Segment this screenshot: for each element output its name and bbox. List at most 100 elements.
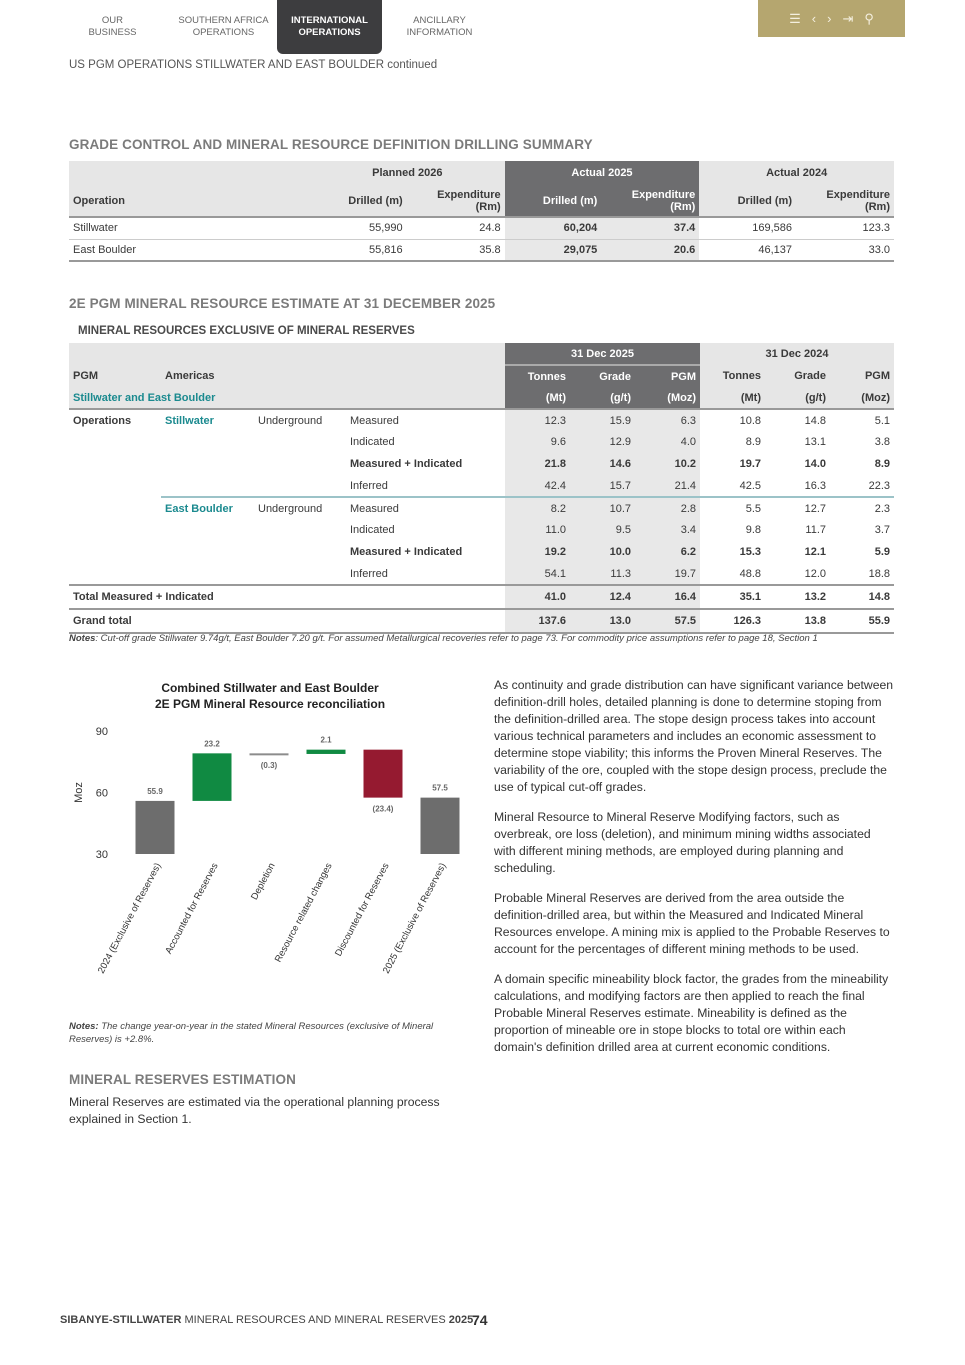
table-row: Grand total 137.6 13.0 57.5 126.3 13.8 55.9 [69,609,894,633]
table-cell: 55,816 [369,243,403,256]
col-header: Grade [570,365,635,387]
table-cell [69,453,161,475]
table-cell: 15.9 [570,409,635,431]
col-header: Grade [794,370,826,382]
table-cell: 10.7 [570,496,635,519]
table-cell: 12.7 [765,496,830,519]
search-icon[interactable]: ⚲ [864,10,874,26]
table-cell: 126.3 [733,615,761,627]
menu-icon[interactable]: ☰ [789,10,801,26]
notes-text: : Cut-off grade Stillwater 9.74g/t, East… [95,633,818,644]
table-cell: Measured + Indicated [350,458,463,470]
table-cell: 14.8 [868,591,890,603]
unit: (Moz) [635,387,700,409]
table-cell: 2.3 [830,496,894,519]
col-header: Drilled (m) [737,194,792,207]
footer: SIBANYE-STILLWATER MINERAL RESOURCES AND… [60,1314,473,1326]
table-cell: 123.3 [862,222,890,235]
col-header: PGM [73,370,99,382]
table-cell: 57.5 [635,609,700,633]
tab-label: SOUTHERN AFRICA [178,15,269,26]
table-cell: Indicated [350,436,395,448]
breadcrumb: US PGM OPERATIONS STILLWATER AND EAST BO… [69,59,438,71]
table-cell: 11.0 [505,519,570,541]
table-cell: 2.8 [635,496,700,519]
notes-label: Notes: [69,1021,99,1032]
table-cell: 10.8 [739,414,761,427]
table-cell: 3.8 [874,436,890,448]
bar [363,749,403,798]
table-cell: 18.8 [868,567,890,580]
table-cell: 137.6 [505,609,570,633]
table-cell [161,475,254,497]
table-cell: 13.0 [570,609,635,633]
table-cell: 14.0 [804,458,826,470]
chevron-right-icon[interactable]: › [827,11,832,26]
table-cell [254,431,346,453]
group-header: 31 Dec 2025 [505,343,700,366]
nav-tab-international[interactable]: INTERNATIONAL OPERATIONS [277,0,382,54]
table-cell [254,475,346,497]
table-cell: 35.8 [479,243,501,256]
table-cell: 13.1 [804,436,826,448]
table-cell: Operations [73,414,132,427]
table-cell [69,497,161,519]
table-cell: Stillwater [73,222,118,235]
nav-tab-ancillary[interactable]: ANCILLARY INFORMATION [387,0,492,54]
col-header: PGM [864,370,890,382]
paragraph: A domain specific mineability block fact… [494,972,889,1054]
table-cell: Inferred [350,567,388,580]
col-header: Tonnes [722,370,761,382]
table-cell: 12.0 [804,567,826,580]
table-cell [254,541,346,563]
table-cell: 12.4 [570,585,635,609]
col-header: Tonnes [505,365,570,387]
y-tick-label: 30 [96,849,108,861]
data-label: 55.9 [147,787,163,796]
data-label: 2.1 [320,736,332,745]
footer-year: 2025 [448,1314,474,1326]
x-tick-label: Resource related changes [273,861,335,964]
chevron-left-icon[interactable]: ‹ [811,11,817,26]
table-cell: 6.2 [635,541,700,563]
nav-tab-southern-africa[interactable]: SOUTHERN AFRICA OPERATIONS [171,0,276,54]
table-cell: Indicated [350,524,395,536]
tab-label: BUSINESS [88,27,137,38]
table-cell: 48.8 [739,567,761,580]
x-tick-label: Depletion [249,861,278,902]
nav-tab-our-business[interactable]: OUR BUSINESS [60,0,165,54]
table-row: East Boulder Underground Measured 8.2 10.7 2.… [69,496,894,519]
table-cell: 19.7 [635,563,700,585]
table-cell: Underground [254,496,346,519]
table-cell: 4.0 [635,431,700,453]
table-cell: 35.1 [739,591,761,603]
tab-label: INTERNATIONAL [291,15,368,26]
table-cell: 8.2 [505,496,570,519]
data-label: 23.2 [204,739,220,748]
unit: (Mt) [740,391,761,404]
table-cell: 9.6 [505,431,570,453]
exit-icon[interactable]: ⇥ [842,10,854,26]
bar [135,800,175,854]
table-cell: 9.5 [570,519,635,541]
table-cell [69,519,161,541]
table-cell: 11.3 [570,563,635,585]
table-cell: Measured [346,496,505,519]
table-cell: Measured [350,414,399,427]
resource-title: 2E PGM MINERAL RESOURCE ESTIMATE AT 31 D… [69,296,496,311]
unit: (Moz) [861,391,890,404]
resource-notes: Notes: Cut-off grade Stillwater 9.74g/t,… [69,633,818,644]
group-header: Actual 2024 [766,167,828,179]
table-cell: 46,137 [758,243,792,256]
table-row: Operations Stillwater Underground Measured 1… [69,409,894,431]
group-header: 31 Dec 2024 [765,348,829,360]
group-header: Planned 2026 [372,167,443,179]
table-cell: 33.0 [868,243,890,256]
unit: (Mt) [505,387,570,409]
reserves-title: MINERAL RESERVES ESTIMATION [69,1072,296,1087]
table-cell: 14.6 [570,453,635,475]
paragraph: Mineral Resource to Mineral Reserve Modi… [494,810,871,875]
waterfall-chart: 30 60 90 Moz 55.9 2024 (Exclusive of Reserves… [73,726,460,976]
table-cell: 5.1 [874,414,890,427]
col-header: Expenditure (Rm) [826,188,890,213]
